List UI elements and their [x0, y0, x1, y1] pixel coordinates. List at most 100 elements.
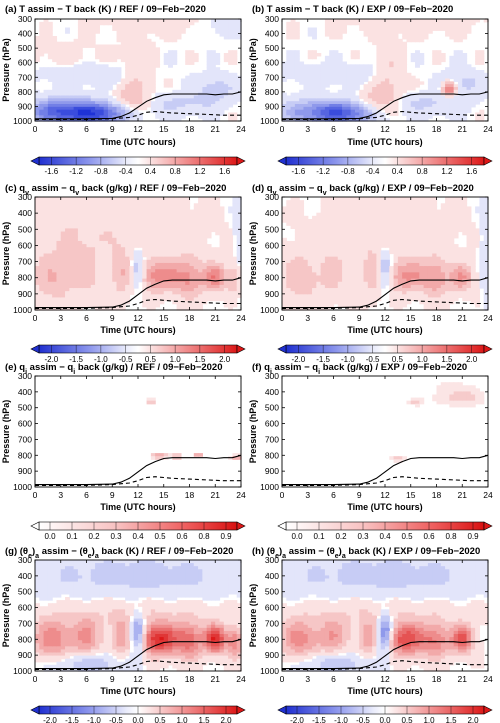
heatmap-cell	[228, 89, 234, 94]
heatmap-cell	[312, 306, 317, 311]
heatmap-cell	[163, 84, 169, 88]
heatmap-cell	[73, 275, 79, 280]
heatmap-cell	[337, 203, 343, 208]
heatmap-cell	[150, 247, 156, 251]
heatmap-cell	[367, 33, 373, 37]
heatmap-cell	[82, 81, 88, 85]
heatmap-cell	[410, 109, 416, 114]
heatmap-cell	[47, 215, 53, 220]
heatmap-cell	[354, 109, 360, 114]
heatmap-cell	[423, 36, 429, 40]
heatmap-cell	[39, 256, 45, 261]
heatmap-cell	[354, 228, 360, 233]
heatmap-cell	[146, 84, 152, 88]
heatmap-cell	[116, 112, 122, 116]
heatmap-cell	[86, 209, 92, 214]
heatmap-cell	[346, 209, 352, 214]
heatmap-cell	[316, 288, 322, 292]
heatmap-cell	[236, 253, 242, 258]
heatmap-cell	[69, 50, 75, 54]
heatmap-cell	[133, 203, 139, 208]
heatmap-cell	[168, 247, 173, 251]
heatmap-cell	[367, 112, 373, 116]
heatmap-cell	[333, 247, 339, 251]
heatmap-cell	[129, 67, 135, 71]
heatmap-cell	[389, 104, 395, 108]
heatmap-cell	[116, 70, 122, 74]
heatmap-cell	[232, 30, 238, 34]
heatmap-cell	[376, 58, 382, 63]
heatmap-cell	[333, 259, 339, 264]
heatmap-cell	[82, 106, 88, 111]
heatmap-cell	[449, 19, 455, 23]
heatmap-cell	[189, 228, 195, 233]
heatmap-cell	[333, 112, 339, 116]
heatmap-cell	[150, 237, 156, 242]
heatmap-cell	[286, 24, 292, 29]
heatmap-cell	[219, 240, 225, 245]
heatmap-cell	[282, 240, 287, 245]
heatmap-cell	[333, 215, 339, 220]
heatmap-cell	[120, 262, 126, 267]
heatmap-cell	[168, 24, 173, 29]
heatmap-cell	[453, 21, 459, 26]
y-tick-label: 400	[18, 208, 32, 218]
heatmap-cell	[56, 288, 62, 292]
heatmap-cell	[228, 101, 234, 105]
heatmap-cell	[419, 115, 425, 119]
heatmap-cell	[202, 272, 208, 277]
heatmap-cell	[95, 240, 100, 245]
heatmap-cell	[159, 294, 165, 299]
heatmap-cell	[116, 75, 122, 80]
heatmap-cell	[372, 33, 378, 37]
heatmap-cell	[410, 75, 416, 80]
heatmap-cell	[35, 53, 40, 57]
heatmap-cell	[312, 291, 317, 295]
heatmap-cell	[43, 237, 49, 242]
heatmap-cell	[99, 262, 105, 267]
heatmap-cell	[150, 206, 156, 211]
heatmap-cell	[324, 240, 330, 245]
heatmap-cell	[320, 222, 326, 226]
heatmap-cell	[168, 95, 173, 99]
heatmap-cell	[333, 36, 339, 40]
heatmap-cell	[43, 272, 49, 277]
heatmap-cell	[223, 19, 229, 23]
heatmap-cell	[440, 106, 446, 111]
heatmap-cell	[236, 266, 242, 270]
heatmap-cell	[363, 21, 369, 26]
heatmap-cell	[466, 98, 472, 102]
heatmap-cell	[138, 197, 143, 201]
heatmap-cell	[324, 98, 330, 102]
heatmap-cell	[90, 278, 96, 283]
heatmap-cell	[198, 272, 203, 277]
heatmap-cell	[65, 278, 70, 283]
heatmap-cell	[350, 50, 356, 54]
heatmap-cell	[337, 78, 343, 82]
heatmap-cell	[453, 72, 459, 77]
heatmap-cell	[342, 300, 347, 305]
heatmap-cell	[402, 109, 408, 114]
heatmap-cell	[125, 240, 131, 245]
heatmap-cell	[219, 95, 225, 99]
heatmap-cell	[172, 250, 178, 255]
heatmap-cell	[86, 237, 92, 242]
heatmap-cell	[350, 297, 356, 302]
heatmap-cell	[419, 24, 425, 29]
heatmap-cell	[150, 75, 156, 80]
heatmap-cell	[232, 281, 238, 286]
heatmap-cell	[172, 98, 178, 102]
heatmap-cell	[202, 250, 208, 255]
heatmap-cell	[56, 284, 62, 289]
heatmap-cell	[346, 84, 352, 88]
heatmap-cell	[73, 284, 79, 289]
heatmap-cell	[90, 115, 96, 119]
heatmap-cell	[193, 55, 199, 60]
heatmap-cell	[342, 67, 347, 71]
heatmap-cell	[303, 272, 309, 277]
heatmap-cell	[299, 218, 305, 223]
heatmap-cell	[103, 106, 109, 111]
heatmap-cell	[150, 89, 156, 94]
heatmap-cell	[172, 101, 178, 105]
heatmap-cell	[112, 106, 118, 111]
